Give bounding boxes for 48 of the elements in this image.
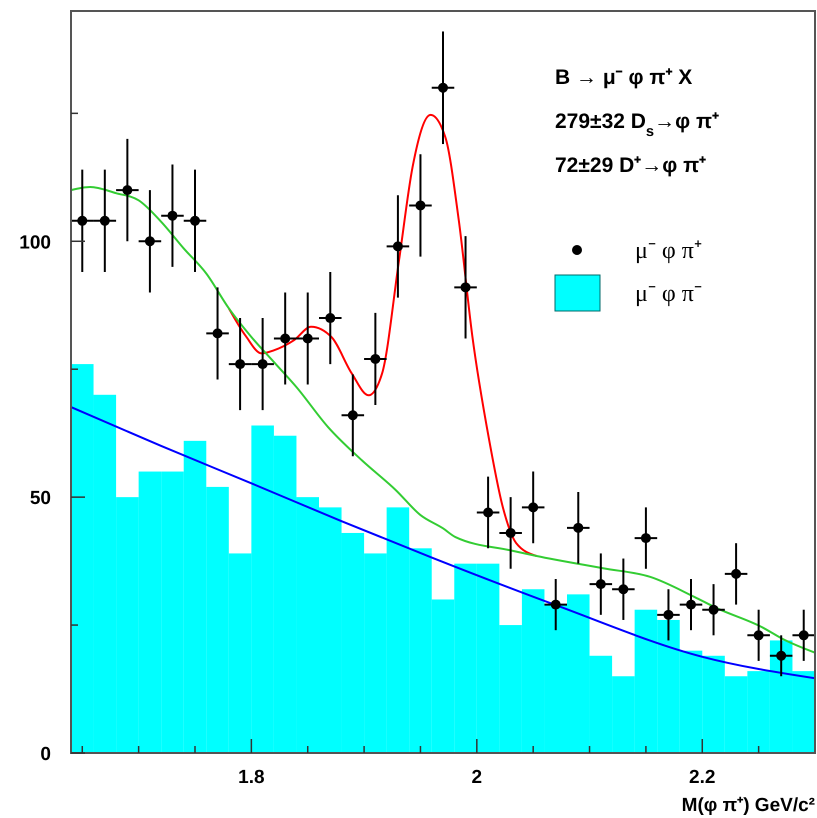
x-tick-label: 2.2 — [689, 767, 716, 788]
legend-label: μ⁻ φ π⁻ — [635, 281, 702, 307]
y-tick-label: 0 — [40, 744, 51, 765]
point — [167, 210, 178, 221]
annotation: 279±32 D$_{s}$→φ π⁺ — [555, 110, 720, 140]
point — [640, 533, 651, 544]
point — [235, 359, 246, 370]
point — [573, 522, 584, 533]
point — [392, 241, 403, 252]
point — [754, 630, 764, 640]
line-series — [70, 186, 816, 654]
point — [325, 313, 336, 324]
x-tick-label: 1.8 — [238, 767, 265, 788]
point — [212, 328, 223, 338]
point — [302, 334, 313, 344]
point — [370, 354, 380, 364]
point — [144, 236, 155, 246]
point — [528, 502, 538, 512]
point — [460, 282, 471, 292]
annotation: B → μ⁻ φ π⁺ X — [555, 66, 692, 89]
line-series — [70, 406, 816, 680]
point — [618, 584, 628, 594]
point — [100, 216, 110, 226]
point — [686, 600, 696, 610]
point — [663, 610, 674, 620]
point — [550, 600, 561, 610]
point — [438, 82, 448, 93]
line-series — [228, 114, 538, 557]
point — [506, 528, 516, 538]
point — [280, 334, 290, 344]
point — [776, 650, 786, 661]
point — [708, 604, 719, 615]
x-tick-label: 2 — [472, 767, 482, 788]
x-axis-title: M(φ π⁺) GeV/c² — [682, 795, 815, 816]
y-tick-label: 50 — [30, 488, 51, 510]
point — [348, 410, 358, 420]
point — [122, 185, 132, 196]
point — [483, 507, 494, 518]
y-tick-label: 100 — [19, 232, 51, 254]
point — [798, 630, 809, 640]
point — [596, 579, 606, 590]
point — [77, 216, 88, 226]
annotation: 72±29 D⁺→φ π⁺ — [555, 154, 706, 177]
legend-label: μ⁻ φ π⁺ — [635, 238, 702, 264]
point — [258, 359, 268, 370]
point — [731, 568, 742, 579]
point — [190, 216, 200, 226]
point — [415, 200, 426, 210]
